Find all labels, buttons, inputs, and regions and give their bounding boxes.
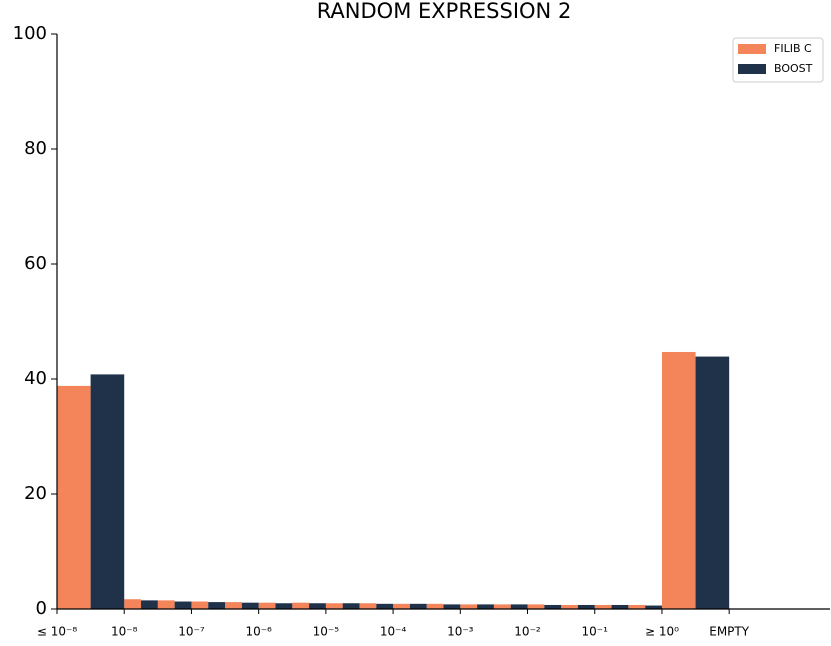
x-tick-label: 10⁻⁸ — [111, 625, 138, 639]
bar — [611, 604, 629, 609]
bar — [292, 602, 310, 609]
y-tick-label: 80 — [24, 138, 47, 159]
bar — [594, 604, 612, 609]
chart-title: RANDOM EXPRESSION 2 — [317, 0, 572, 23]
x-tick-label: 10⁻⁷ — [178, 625, 205, 639]
bar — [241, 602, 259, 609]
bar — [275, 603, 293, 609]
bar — [527, 604, 545, 609]
legend-swatch — [738, 64, 766, 74]
bar — [510, 604, 528, 609]
bar — [376, 603, 394, 609]
bar — [544, 604, 562, 609]
bar — [426, 603, 444, 609]
legend-label: BOOST — [774, 62, 813, 75]
x-tick-label: 10⁻² — [514, 625, 541, 639]
bar — [191, 601, 209, 609]
bar — [90, 374, 125, 609]
x-tick-label: EMPTY — [709, 625, 750, 639]
x-tick-label: 10⁻⁶ — [245, 625, 272, 639]
y-tick-label: 40 — [24, 368, 47, 389]
bar — [141, 600, 158, 609]
bar — [409, 603, 427, 609]
bar — [577, 604, 595, 609]
bar — [57, 385, 91, 609]
y-tick-label: 60 — [24, 253, 47, 274]
bar — [661, 351, 696, 609]
y-tick-label: 20 — [24, 483, 47, 504]
x-tick-label: ≥ 10⁰ — [645, 625, 679, 639]
bar — [443, 604, 461, 609]
bar — [157, 600, 175, 609]
bar — [393, 603, 410, 609]
legend-label: FILIB C — [774, 42, 812, 55]
bar — [359, 603, 377, 609]
bar — [493, 604, 511, 609]
x-tick-label: 10⁻⁵ — [313, 625, 340, 639]
bar — [561, 604, 578, 609]
legend-swatch — [738, 44, 766, 54]
bar — [208, 602, 226, 609]
bar — [477, 604, 494, 609]
bar — [174, 601, 192, 609]
bar — [124, 599, 142, 609]
bar — [695, 356, 730, 609]
bar — [325, 603, 343, 609]
y-tick-label: 100 — [13, 23, 47, 44]
bar — [645, 605, 662, 609]
bar — [225, 602, 242, 609]
bar — [628, 604, 646, 609]
x-tick-label: 10⁻³ — [447, 625, 474, 639]
x-tick-label: ≤ 10⁻⁸ — [37, 625, 77, 639]
bar — [309, 603, 326, 609]
bar — [342, 603, 360, 609]
bar — [460, 604, 478, 609]
x-tick-label: 10⁻⁴ — [380, 625, 407, 639]
x-tick-label: 10⁻¹ — [582, 625, 609, 639]
y-tick-label: 0 — [36, 598, 47, 619]
bar — [258, 602, 276, 609]
